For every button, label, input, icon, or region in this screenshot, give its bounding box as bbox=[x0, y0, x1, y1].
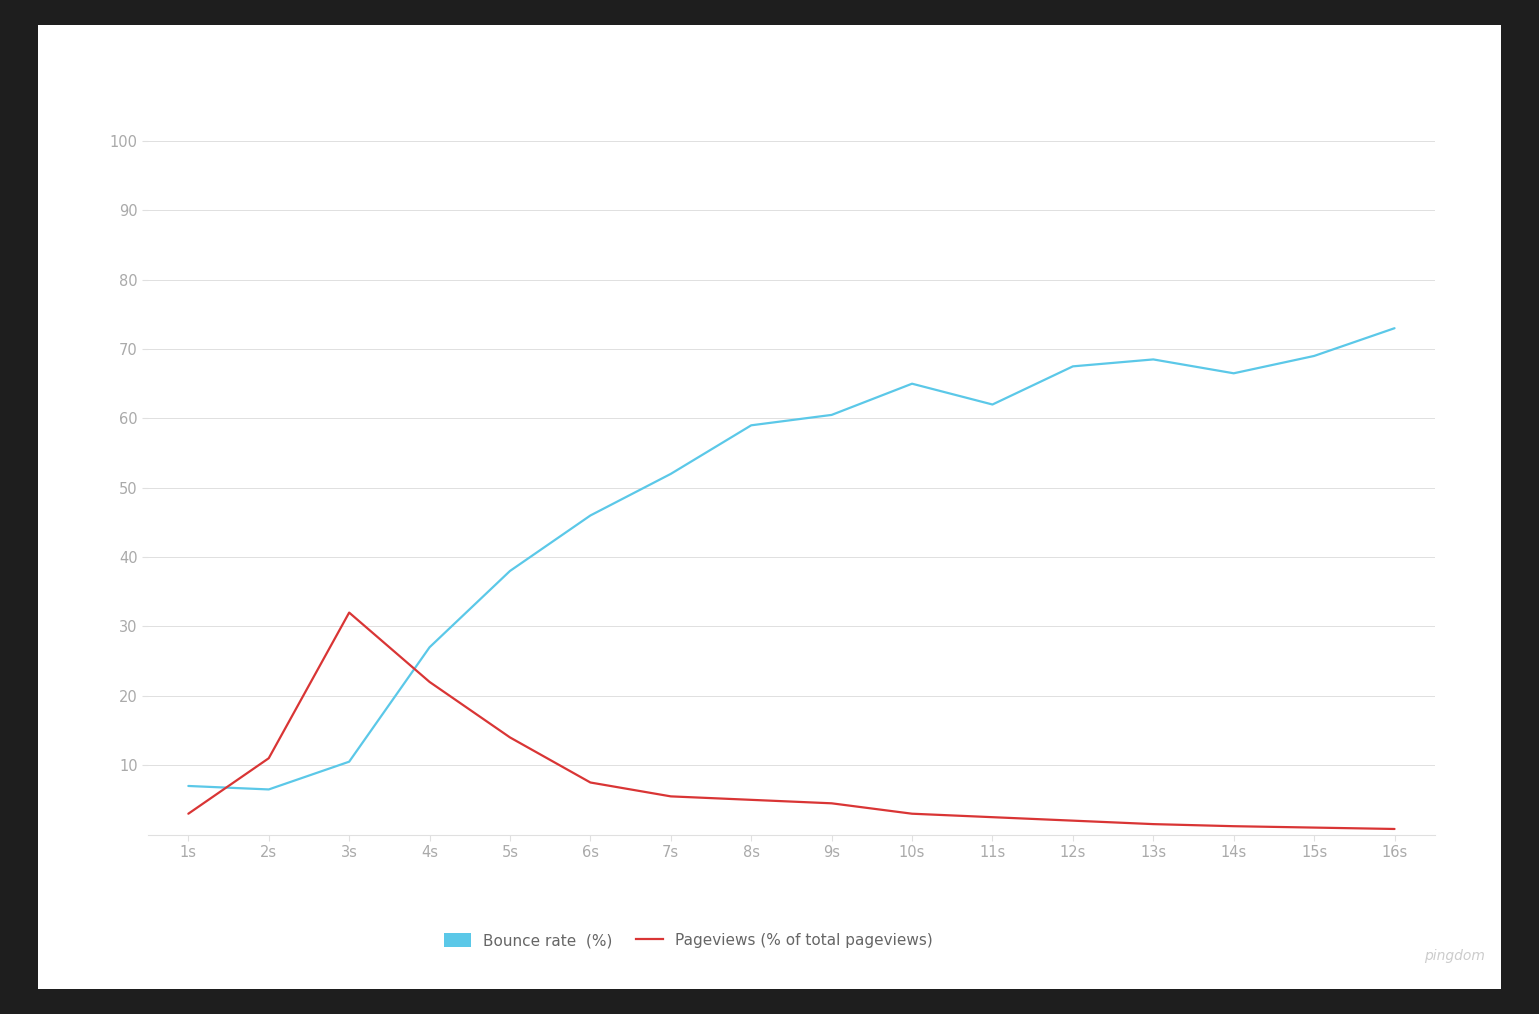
Text: pingdom: pingdom bbox=[1424, 949, 1485, 963]
Legend: Bounce rate  (%), Pageviews (% of total pageviews): Bounce rate (%), Pageviews (% of total p… bbox=[443, 933, 933, 948]
